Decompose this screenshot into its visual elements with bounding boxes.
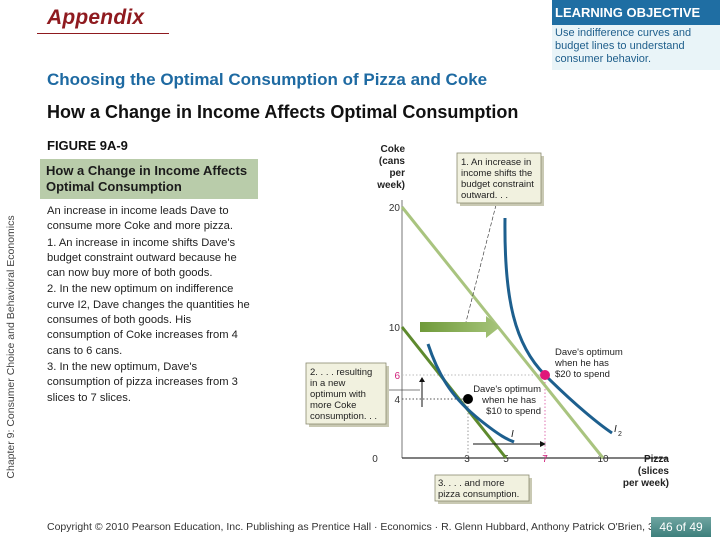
callout-1 — [456, 152, 542, 204]
y-axis-title-4: week) — [376, 180, 405, 191]
learning-objective-title: LEARNING OBJECTIVE — [552, 0, 720, 25]
callout-3 — [434, 474, 530, 502]
figure-step-3: 3. In the new optimum, Dave's consumptio… — [47, 360, 238, 404]
callout-2-line-1: 2. . . . resulting — [310, 367, 372, 378]
label-i1: I — [511, 429, 514, 440]
y-tick-20: 20 — [389, 203, 401, 214]
callout-3-line-1: 3. . . . and more — [438, 478, 505, 489]
callout-1-line-4: outward. . . — [461, 190, 508, 201]
slide-subtitle: Choosing the Optimal Consumption of Pizz… — [47, 70, 488, 89]
optimum-20-label-1: Dave's optimum — [555, 347, 623, 358]
x-axis-title-1: Pizza — [644, 454, 669, 465]
indifference-curve-i1 — [426, 343, 515, 444]
callout-1-line-1: 1. An increase in — [461, 157, 531, 168]
callout-1-line-2: income shifts the — [461, 168, 532, 179]
callout-3-line-2: pizza consumption. — [438, 489, 519, 500]
figure-step-2: 2. In the new optimum on indifference cu… — [47, 283, 250, 357]
budget-shift-arrow — [420, 316, 500, 338]
callout-2 — [305, 362, 387, 425]
learning-objective-text: Use indifference curves and budget lines… — [555, 27, 692, 65]
optimum-10-label-2: when he has — [481, 395, 536, 406]
callout-1-line-3: budget constraint — [461, 179, 534, 190]
x-tick-3: 3 — [464, 454, 470, 465]
x-axis-title-3: per week) — [623, 478, 669, 489]
callout-1-leader — [465, 204, 497, 323]
figure-intro: An increase in income leads Dave to cons… — [47, 205, 233, 233]
callout-2-line-4: more Coke — [310, 400, 356, 411]
y-tick-6: 6 — [394, 371, 400, 382]
figure-description: An increase in income leads Dave to cons… — [47, 204, 257, 407]
pizza-arrow-head — [540, 441, 546, 447]
optimum-20-label-3: $20 to spend — [555, 369, 610, 380]
x-tick-0: 0 — [372, 454, 378, 465]
budget-line-20 — [400, 206, 605, 459]
figure-label: FIGURE 9A-9 — [47, 138, 128, 153]
callout-2-line-5: consumption. . . — [310, 411, 377, 422]
figure-title-band — [40, 159, 258, 199]
label-i2: I — [614, 424, 617, 435]
label-i2-subscript: 2 — [618, 431, 622, 438]
appendix-heading: Appendix — [47, 6, 145, 29]
appendix-underline — [37, 33, 169, 34]
copyright-footer: Copyright © 2010 Pearson Education, Inc.… — [47, 521, 663, 533]
optimum-10-label-1: Dave's optimum — [473, 384, 541, 395]
page-indicator: 46 of 49 — [651, 517, 711, 537]
y-tick-4: 4 — [394, 395, 400, 406]
coke-arrow-head — [419, 377, 425, 382]
optimum-20-label-2: when he has — [554, 358, 609, 369]
x-tick-7: 7 — [542, 454, 548, 465]
y-axis-title-3: per — [389, 168, 405, 179]
callout-2-line-3: optimum with — [310, 389, 366, 400]
x-tick-5: 5 — [503, 454, 509, 465]
y-axis-title-1: Coke — [381, 144, 406, 155]
section-title: How a Change in Income Affects Optimal C… — [47, 102, 519, 122]
figure-title: How a Change in Income Affects Optimal C… — [46, 163, 248, 194]
optimum-10-label-3: $10 to spend — [486, 406, 541, 417]
x-axis-title-2: (slices — [638, 466, 670, 477]
figure-step-1: 1. An increase in income shifts Dave's b… — [47, 236, 237, 280]
x-tick-10: 10 — [597, 454, 609, 465]
callout-2-line-2: in a new — [310, 378, 346, 389]
indifference-curve-i2 — [503, 217, 613, 435]
y-tick-10: 10 — [389, 323, 401, 334]
optimum-point-10 — [463, 394, 473, 404]
y-axis-title-2: (cans — [379, 156, 406, 167]
optimum-point-20 — [540, 370, 550, 380]
